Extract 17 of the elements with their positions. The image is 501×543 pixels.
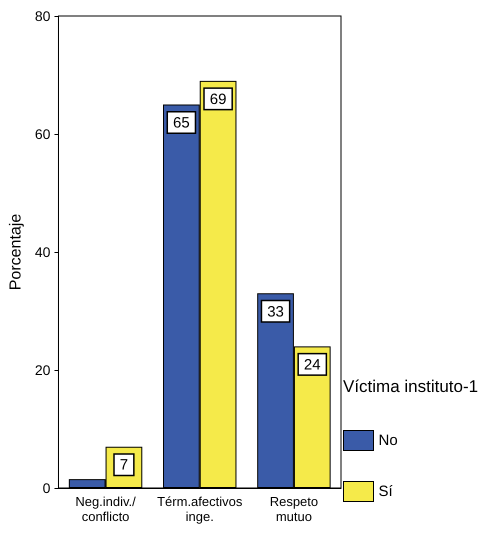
- legend-title: Víctima instituto-1: [343, 377, 478, 396]
- legend-label: No: [378, 432, 398, 449]
- x-tick-label: Respeto mutuo: [270, 494, 318, 524]
- x-tick-label: Neg.indiv./conflicto: [75, 494, 136, 524]
- y-tick-label: 20: [34, 362, 51, 378]
- y-tick-label: 40: [34, 244, 51, 260]
- x-tick-label: Térm.afectivos inge.: [157, 494, 243, 524]
- legend-label: Sí: [378, 483, 394, 500]
- data-label: 24: [304, 356, 321, 374]
- y-tick-label: 80: [34, 8, 51, 24]
- data-label: 65: [173, 114, 190, 132]
- data-label: 33: [267, 303, 284, 320]
- data-label: 69: [210, 90, 226, 108]
- data-label: 7: [120, 456, 128, 474]
- y-axis-title: Porcentaje: [8, 214, 24, 290]
- y-tick-label: 60: [34, 126, 51, 142]
- y-tick-label: 0: [42, 480, 51, 496]
